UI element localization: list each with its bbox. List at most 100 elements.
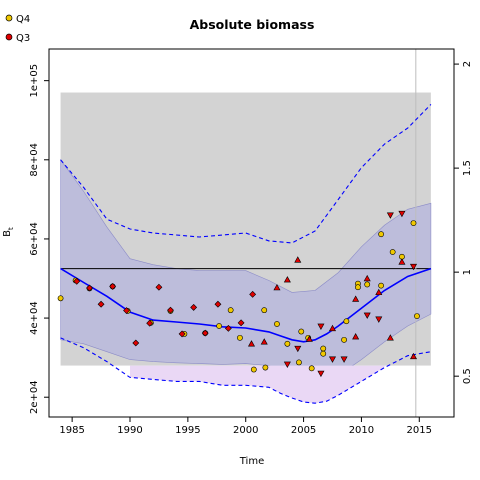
- y2-tick-label-group: 1: [462, 269, 473, 275]
- point-q3: [247, 340, 256, 347]
- plot-area: [57, 49, 432, 417]
- x-tick-label: 2015: [407, 425, 432, 436]
- y2-tick-label: 1.5: [462, 160, 473, 176]
- point-q4: [308, 365, 315, 372]
- point-q3: [97, 300, 105, 308]
- x-axis: 1985 1990 1995 2000 2005 2010 2015: [59, 417, 432, 436]
- x-tick-label: 2000: [233, 425, 258, 436]
- point-q3: [146, 319, 154, 327]
- point-q4: [296, 359, 302, 366]
- point-q3: [273, 283, 281, 291]
- point-q3: [214, 300, 222, 308]
- point-q3: [237, 319, 245, 327]
- point-q4: [216, 323, 222, 329]
- point-q4: [414, 313, 420, 319]
- point-q3: [409, 352, 418, 360]
- point-q4: [341, 336, 347, 343]
- point-q3: [375, 316, 383, 323]
- point-q4: [343, 318, 350, 325]
- y-tick-label-group: 4e+04: [29, 301, 40, 335]
- point-q3: [224, 324, 232, 332]
- y-axis-label-main: B: [2, 230, 13, 237]
- y2-tick-label: 1: [462, 269, 473, 275]
- point-q3: [294, 256, 302, 263]
- lower-tail-band: [130, 365, 385, 404]
- y-tick-label: 8e+04: [29, 143, 40, 177]
- point-q3: [132, 339, 140, 347]
- y2-tick-label-group: 2: [462, 61, 473, 67]
- y-axis: 2e+04 4e+04 6e+04 8e+04 1e+05: [29, 64, 49, 414]
- point-q4: [274, 321, 280, 327]
- y-axis-label: Bt: [2, 227, 15, 237]
- y2-tick-label-group: 0.5: [462, 368, 473, 384]
- y-tick-label-group: 1e+05: [29, 64, 40, 98]
- point-q4: [284, 340, 291, 347]
- point-q3: [123, 307, 130, 314]
- point-q3: [352, 333, 360, 340]
- point-q4: [320, 345, 327, 352]
- point-q4: [378, 231, 384, 238]
- point-q3: [317, 323, 325, 331]
- plot-border: [48, 48, 455, 418]
- y-axis-label-subscript: t: [7, 227, 15, 230]
- x-tick-label: 1985: [59, 425, 84, 436]
- point-q3: [178, 330, 186, 338]
- point-q4: [320, 350, 327, 357]
- point-q3: [409, 263, 418, 271]
- legend-marker-q4: [5, 14, 13, 22]
- point-q3: [73, 277, 81, 285]
- legend-marker-q3: [5, 33, 13, 41]
- y2-tick-label: 0.5: [462, 368, 473, 384]
- point-q3: [352, 295, 360, 302]
- point-q3: [260, 338, 268, 345]
- point-q4: [389, 249, 396, 255]
- point-q4: [250, 366, 257, 373]
- point-q3: [363, 312, 371, 319]
- point-q3: [340, 356, 348, 363]
- y-tick-label-group: 6e+04: [29, 222, 40, 256]
- legend-label-q4: Q4: [16, 14, 30, 25]
- y-tick-label: 2e+04: [29, 380, 40, 414]
- y2-axis: 0.5 1 1.5 2: [454, 61, 473, 384]
- y-axis-label-group: Bt: [2, 227, 15, 237]
- point-q3: [167, 306, 174, 314]
- point-q3: [283, 361, 291, 368]
- point-q4: [57, 295, 64, 302]
- chart-title: Absolute biomass: [190, 17, 315, 32]
- y2-tick-label: 2: [462, 61, 473, 67]
- point-q4: [262, 364, 269, 371]
- ci-lower-dashed: [60, 337, 431, 404]
- point-q3: [375, 288, 383, 296]
- y-tick-label: 1e+05: [29, 64, 40, 98]
- x-tick-label: 2010: [349, 425, 374, 436]
- point-q3: [249, 290, 257, 298]
- point-q3: [328, 324, 337, 332]
- point-q3: [201, 329, 209, 337]
- point-q3: [386, 334, 394, 341]
- x-axis-label: Time: [239, 456, 264, 467]
- y-tick-label-group: 8e+04: [29, 143, 40, 177]
- point-q4: [364, 281, 371, 288]
- ci-upper-dashed: [60, 104, 432, 244]
- y-tick-label: 4e+04: [29, 301, 40, 335]
- point-q4: [227, 307, 234, 314]
- point-q4: [410, 220, 417, 227]
- estimate-line: [60, 267, 432, 343]
- point-q4: [378, 282, 384, 289]
- point-q3: [363, 274, 371, 282]
- point-q3: [155, 283, 163, 291]
- legend-label-q3: Q3: [16, 33, 30, 44]
- y-tick-label: 6e+04: [29, 222, 40, 256]
- point-q3: [109, 282, 117, 290]
- y2-tick-label-group: 1.5: [462, 160, 473, 176]
- point-q3: [328, 356, 337, 363]
- point-q3: [398, 258, 406, 265]
- point-q3: [190, 303, 198, 311]
- point-q3: [294, 345, 302, 353]
- legend: Q4 Q3: [5, 14, 30, 44]
- point-q3: [398, 210, 406, 218]
- x-tick-label: 1990: [117, 425, 142, 436]
- point-q3: [305, 335, 313, 342]
- point-q3: [317, 370, 325, 378]
